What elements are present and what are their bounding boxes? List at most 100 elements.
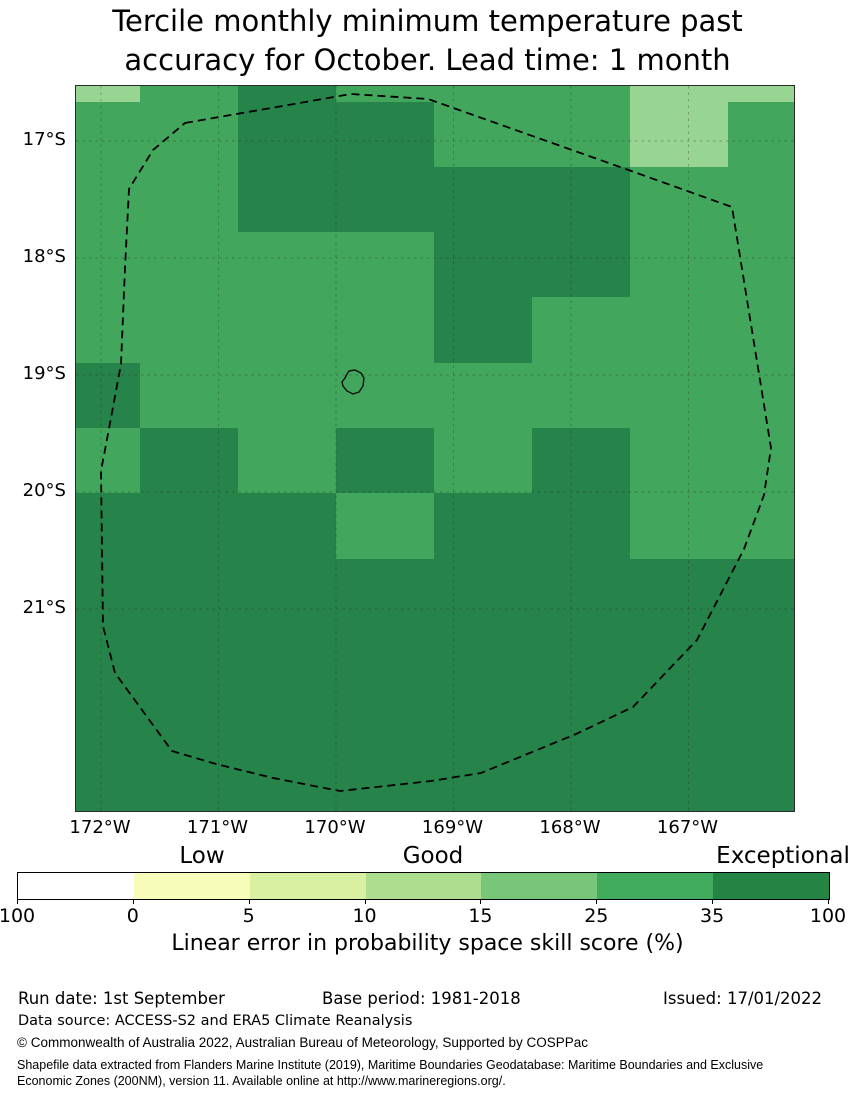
grid-cell [434, 428, 532, 493]
island-outline [341, 369, 365, 395]
grid-cell [532, 86, 630, 102]
map-plot-area [75, 85, 795, 812]
grid-cell [630, 755, 728, 811]
colorbar-segment [18, 873, 134, 899]
grid-cell [630, 428, 728, 493]
colorbar-segment [133, 873, 250, 899]
grid-cell [336, 428, 434, 493]
grid-cell [434, 755, 532, 811]
grid-cell [140, 689, 238, 755]
issued-date-text: Issued: 17/01/2022 [663, 989, 823, 1008]
grid-cell [728, 363, 794, 428]
grid-cell [238, 428, 336, 493]
grid-cell [532, 624, 630, 689]
grid-cell [336, 689, 434, 755]
map-overlay [76, 86, 794, 811]
grid-cell [434, 86, 532, 102]
x-tick-label: 170°W [304, 817, 366, 838]
colorbar-tickmark [248, 899, 250, 904]
colorbar-category-low: Low [179, 843, 225, 869]
grid-cell [532, 102, 630, 167]
grid-cell [76, 232, 140, 297]
grid-cell [238, 689, 336, 755]
colorbar-tickmark [596, 899, 598, 904]
colorbar-tick-label: 5 [242, 905, 255, 927]
colorbar-segment [481, 873, 598, 899]
grid-cell [728, 102, 794, 167]
grid-cell [728, 689, 794, 755]
grid-cell [238, 493, 336, 559]
grid-cell [532, 755, 630, 811]
grid-cell [76, 559, 140, 624]
grid-cell [532, 559, 630, 624]
colorbar-caption: Linear error in probability space skill … [171, 931, 684, 956]
y-tick-label: 21°S [22, 597, 66, 618]
grid-cell [434, 297, 532, 363]
colorbar-tick-label: 100 [809, 905, 847, 927]
grid-cell [140, 559, 238, 624]
grid-cell [140, 493, 238, 559]
colorbar-tickmark [364, 899, 366, 904]
grid-cell [434, 624, 532, 689]
grid-cell [140, 428, 238, 493]
graticule-gridlines [76, 86, 794, 811]
grid-cell [238, 167, 336, 232]
grid-cell [728, 167, 794, 232]
copyright-text: © Commonwealth of Australia 2022, Austra… [17, 1035, 589, 1050]
grid-cell [76, 428, 140, 493]
grid-cell [630, 232, 728, 297]
grid-cell [76, 102, 140, 167]
grid-cell [434, 167, 532, 232]
grid-cell [140, 167, 238, 232]
colorbar-category-exceptional: Exceptional [716, 843, 850, 869]
grid-cell [336, 232, 434, 297]
grid-cell [76, 167, 140, 232]
grid-cell [238, 363, 336, 428]
colorbar-tick-label: 10 [352, 905, 377, 927]
colorbar-tickmark [132, 899, 134, 904]
colorbar-tickmark [828, 899, 829, 904]
grid-cell [630, 689, 728, 755]
grid-cell [76, 755, 140, 811]
grid-cell [336, 102, 434, 167]
grid-cell [434, 102, 532, 167]
grid-cell [140, 755, 238, 811]
grid-cell [434, 232, 532, 297]
grid-cell [140, 363, 238, 428]
x-tick-label: 167°W [656, 817, 719, 838]
grid-cell [434, 689, 532, 755]
grid-cell [238, 297, 336, 363]
grid-cell [728, 86, 794, 102]
grid-cell [434, 559, 532, 624]
grid-cell [140, 102, 238, 167]
grid-cell [728, 493, 794, 559]
grid-cell [630, 102, 728, 167]
eez-boundary-line [100, 93, 772, 792]
grid-cell [76, 493, 140, 559]
y-tick-label: 20°S [22, 480, 66, 501]
grid-cell [76, 363, 140, 428]
grid-cell [140, 232, 238, 297]
grid-cell [630, 363, 728, 428]
grid-cell [630, 493, 728, 559]
grid-cell [532, 232, 630, 297]
x-tick-label: 168°W [539, 817, 601, 838]
chart-title-line2: accuracy for October. Lead time: 1 month [124, 43, 731, 77]
colorbar-segment [713, 873, 829, 899]
x-tick-label: 169°W [421, 817, 484, 838]
grid-cell [532, 363, 630, 428]
grid-cell [76, 689, 140, 755]
grid-cell [434, 363, 532, 428]
grid-cell [728, 624, 794, 689]
grid-cell [532, 297, 630, 363]
colorbar-segment [365, 873, 482, 899]
grid-cell [728, 428, 794, 493]
grid-cell [336, 493, 434, 559]
colorbar-tick-label: 15 [468, 905, 493, 927]
colorbar-segment [249, 873, 366, 899]
grid-cell [238, 102, 336, 167]
x-tick-label: 171°W [186, 817, 249, 838]
chart-title: Tercile monthly minimum temperature past… [0, 2, 855, 80]
grid-cell [434, 493, 532, 559]
